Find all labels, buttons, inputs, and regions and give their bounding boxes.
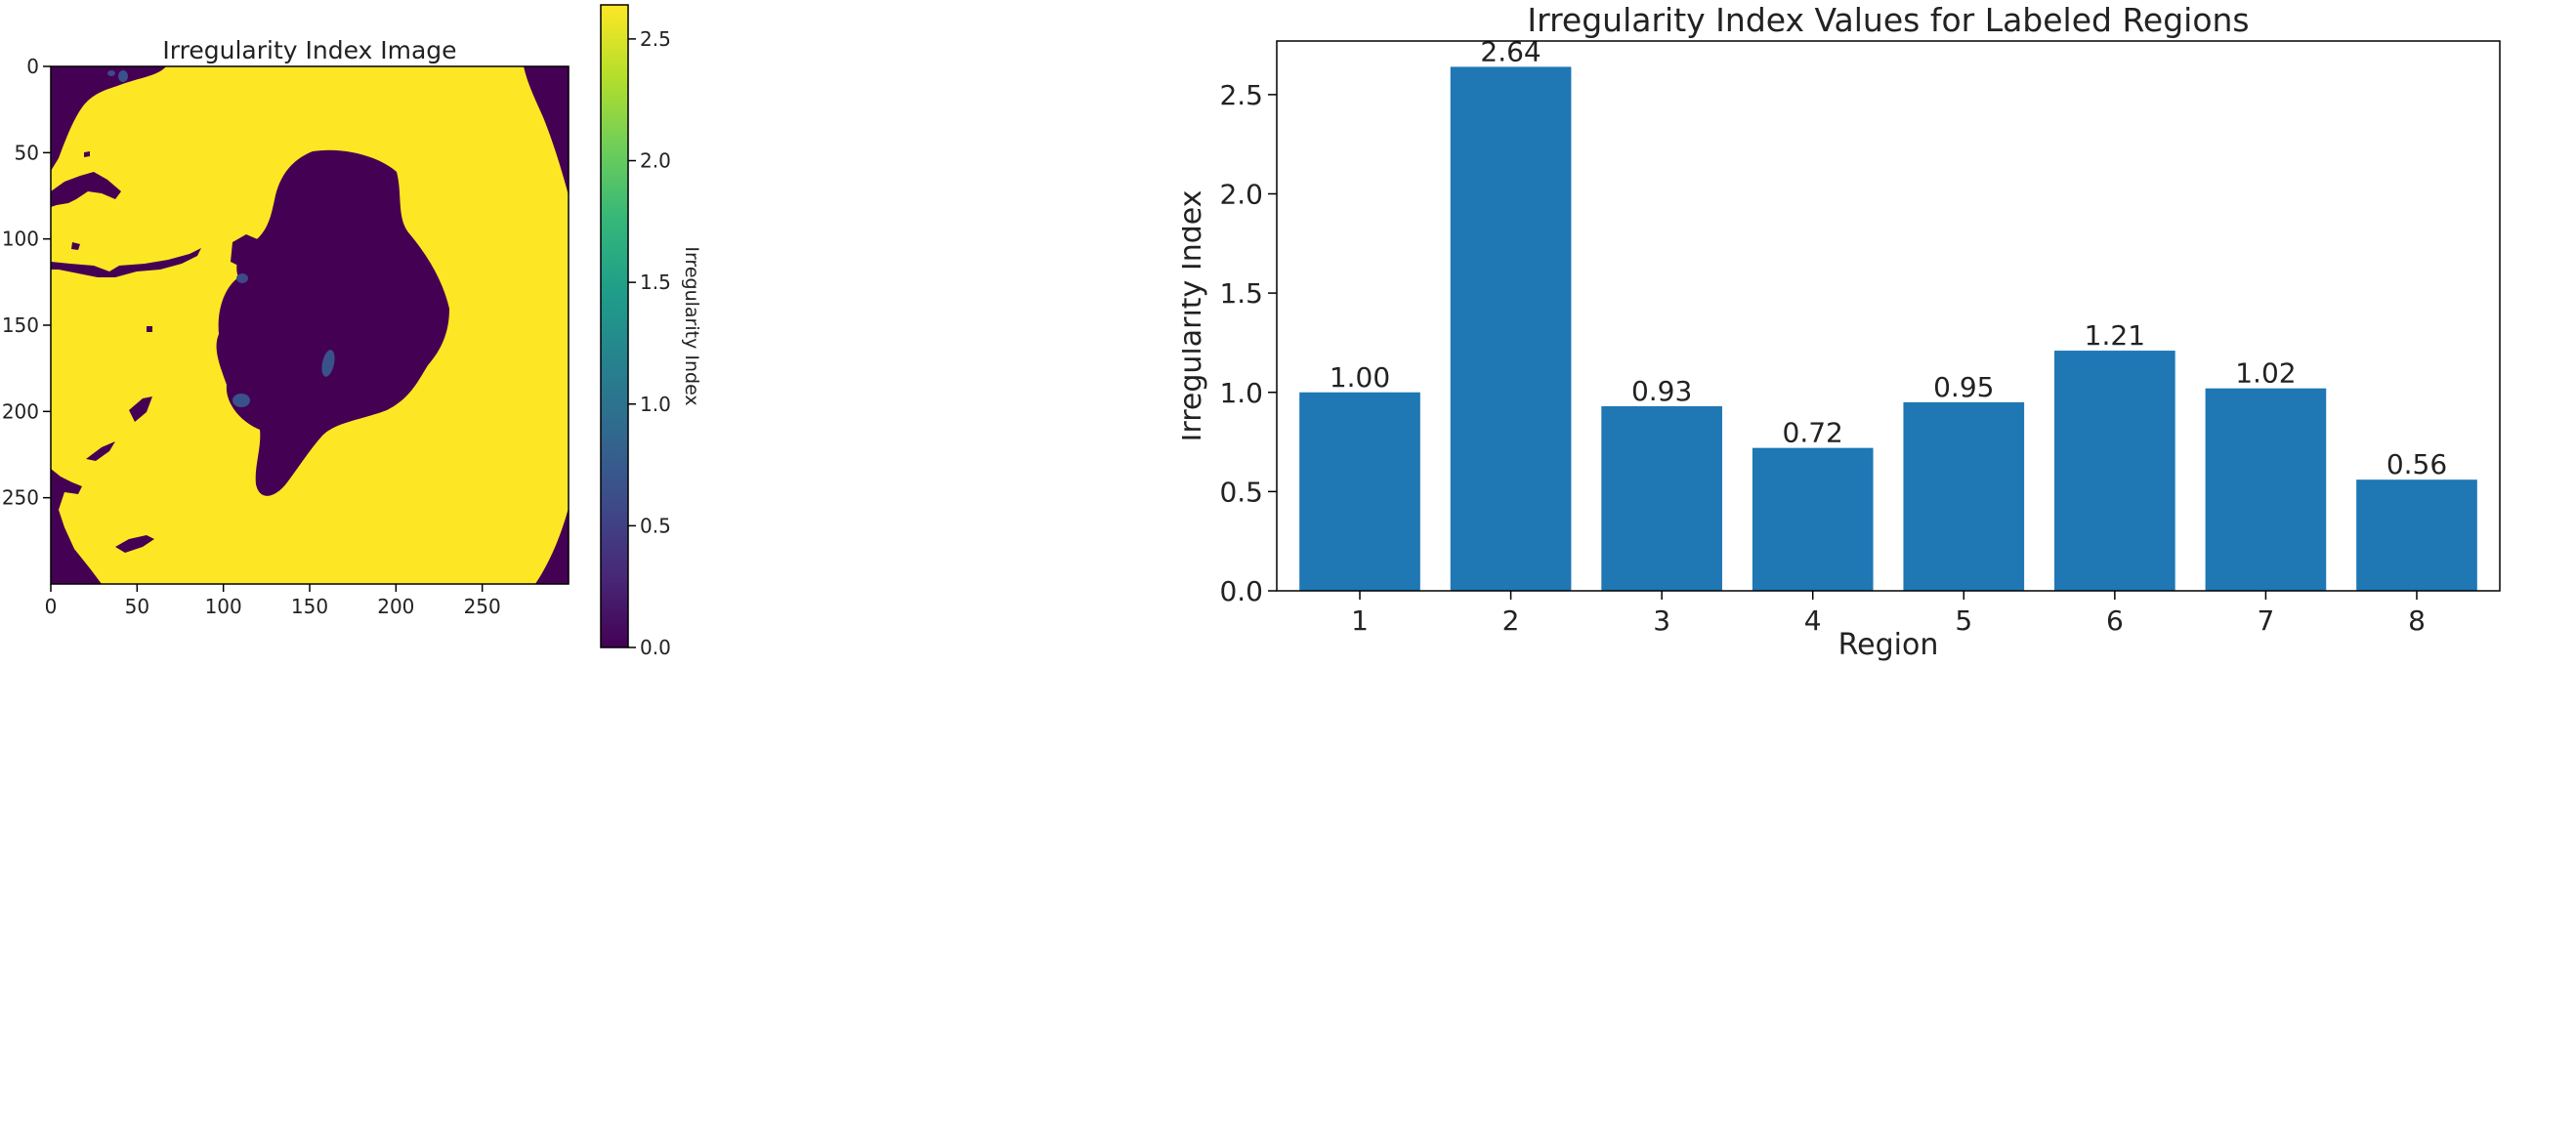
- bar-region-1: [1299, 392, 1420, 591]
- bar-value-label: 1.02: [2235, 357, 2296, 390]
- image-y-tick-label: 0: [26, 55, 39, 78]
- colorbar: [600, 4, 629, 648]
- bar-x-tick-label: 4: [1804, 604, 1822, 637]
- image-y-tick-label: 150: [2, 313, 39, 337]
- colorbar-tick-label: 0.0: [640, 636, 671, 659]
- image-x-tick-label: 250: [464, 595, 501, 618]
- colorbar-tick-label: 0.5: [640, 514, 671, 537]
- region-small-stripe-3: [129, 396, 152, 422]
- bar-region-7: [2205, 388, 2327, 591]
- bar-x-axis: 1 2 3 4 5 6 7 8: [1351, 591, 2426, 637]
- image-y-axis: 0 50 100 150 200 250: [2, 55, 51, 510]
- bar-x-tick-label: 7: [2258, 604, 2275, 637]
- region-inclusion-small-1: [321, 350, 335, 377]
- bar-chart-panel: Irregularity Index Values for Labeled Re…: [1174, 0, 2576, 1121]
- region-tiny-dot-1: [71, 242, 80, 250]
- image-title: Irregularity Index Image: [162, 36, 456, 64]
- image-y-tick-label: 50: [15, 141, 39, 164]
- region-blob-left-spur: [231, 234, 260, 268]
- image-y-tick-label: 100: [2, 228, 39, 251]
- region-bottom-right-corner: [535, 508, 569, 584]
- region-central-blob: [216, 149, 449, 496]
- colorbar-label: Irregularity Index: [681, 246, 702, 405]
- image-y-tick-label: 250: [2, 486, 39, 510]
- bar-x-tick-label: 6: [2106, 604, 2124, 637]
- image-x-axis: 0 50 100 150 200 250: [45, 584, 501, 618]
- bar-y-tick-label: 2.0: [1219, 179, 1263, 211]
- bar-region-2: [1450, 66, 1572, 592]
- bar-y-tick-label: 2.5: [1219, 79, 1263, 111]
- bar-x-tick-label: 1: [1351, 604, 1369, 637]
- bar-value-label: 0.93: [1631, 375, 1692, 407]
- bar-region-4: [1752, 447, 1874, 591]
- region-left-strip-120: [51, 248, 201, 277]
- colorbar-tick-label: 2.0: [640, 149, 671, 173]
- bar-region-8: [2356, 479, 2477, 591]
- region-right-edge: [524, 66, 569, 195]
- x-axis-label: Region: [1838, 628, 1939, 662]
- plot-frame: [1276, 40, 2501, 592]
- bar-region-3: [1601, 405, 1722, 591]
- image-y-tick-label: 200: [2, 399, 39, 423]
- bar-series: 1.002.640.930.720.951.211.020.56: [1299, 35, 2477, 592]
- image-x-tick-label: 100: [205, 595, 242, 618]
- region-inclusion-small-2: [232, 394, 250, 407]
- bar-x-tick-label: 3: [1653, 604, 1670, 637]
- irregularity-image: [51, 66, 569, 584]
- region-tiny-dot-3: [84, 151, 90, 157]
- bar-region-5: [1903, 401, 2025, 591]
- irregularity-image-figure: Irregularity Index Image: [2, 4, 702, 659]
- image-x-tick-label: 0: [45, 595, 58, 618]
- bar-value-label: 0.95: [1933, 371, 1994, 403]
- bar-y-tick-label: 1.5: [1219, 277, 1263, 310]
- region-small-stripe-2: [115, 535, 154, 553]
- bar-x-tick-label: 2: [1502, 604, 1520, 637]
- bar-value-label: 0.56: [2386, 448, 2447, 480]
- bar-region-6: [2054, 351, 2175, 591]
- colorbar-tick-label: 1.0: [640, 393, 671, 416]
- image-x-tick-label: 150: [291, 595, 328, 618]
- bar-y-tick-label: 0.5: [1219, 476, 1263, 508]
- region-inclusion-small-4: [118, 70, 128, 82]
- colorbar-tick-label: 1.5: [640, 271, 671, 294]
- bar-chart-title: Irregularity Index Values for Labeled Re…: [1527, 1, 2249, 39]
- region-bottom-left: [51, 469, 102, 584]
- bar-value-label: 0.72: [1783, 417, 1843, 449]
- region-inclusion-small-3: [236, 273, 248, 283]
- region-tiny-dot-2: [147, 326, 152, 332]
- colorbar-axis: 0.0 0.5 1.0 1.5 2.0 2.5: [628, 27, 671, 659]
- region-top-left-corner: [51, 66, 166, 171]
- image-x-tick-label: 50: [125, 595, 149, 618]
- bar-x-tick-label: 8: [2408, 604, 2426, 637]
- y-axis-label: Irregularity Index: [1182, 190, 1208, 442]
- bar-value-label: 1.21: [2085, 319, 2145, 352]
- bar-chart: Irregularity Index Values for Labeled Re…: [1174, 1, 2501, 662]
- bar-y-tick-label: 0.0: [1219, 575, 1263, 607]
- bar-x-tick-label: 5: [1955, 604, 1972, 637]
- bar-value-label: 1.00: [1330, 361, 1390, 394]
- image-x-tick-label: 200: [377, 595, 414, 618]
- colorbar-tick-label: 2.5: [640, 27, 671, 51]
- bar-y-axis: 0.0 0.5 1.0 1.5 2.0 2.5: [1219, 79, 1277, 607]
- region-inclusion-small-5: [107, 70, 115, 76]
- region-upper-left-strip: [51, 172, 121, 207]
- region-small-stripe-1: [86, 441, 115, 461]
- bar-y-tick-label: 1.0: [1219, 377, 1263, 409]
- irregularity-image-panel: Irregularity Index Image: [0, 0, 1182, 1121]
